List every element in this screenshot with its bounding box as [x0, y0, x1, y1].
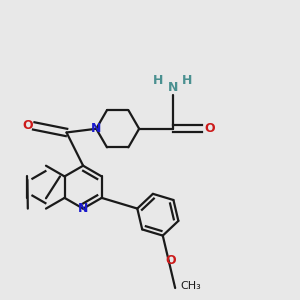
Text: O: O	[23, 119, 34, 132]
Text: O: O	[166, 254, 176, 267]
Text: N: N	[167, 81, 178, 94]
Text: CH₃: CH₃	[181, 281, 202, 291]
Text: H: H	[152, 74, 163, 87]
Text: H: H	[182, 74, 193, 87]
Text: O: O	[204, 122, 215, 135]
Text: N: N	[78, 202, 88, 215]
Text: N: N	[91, 122, 101, 135]
